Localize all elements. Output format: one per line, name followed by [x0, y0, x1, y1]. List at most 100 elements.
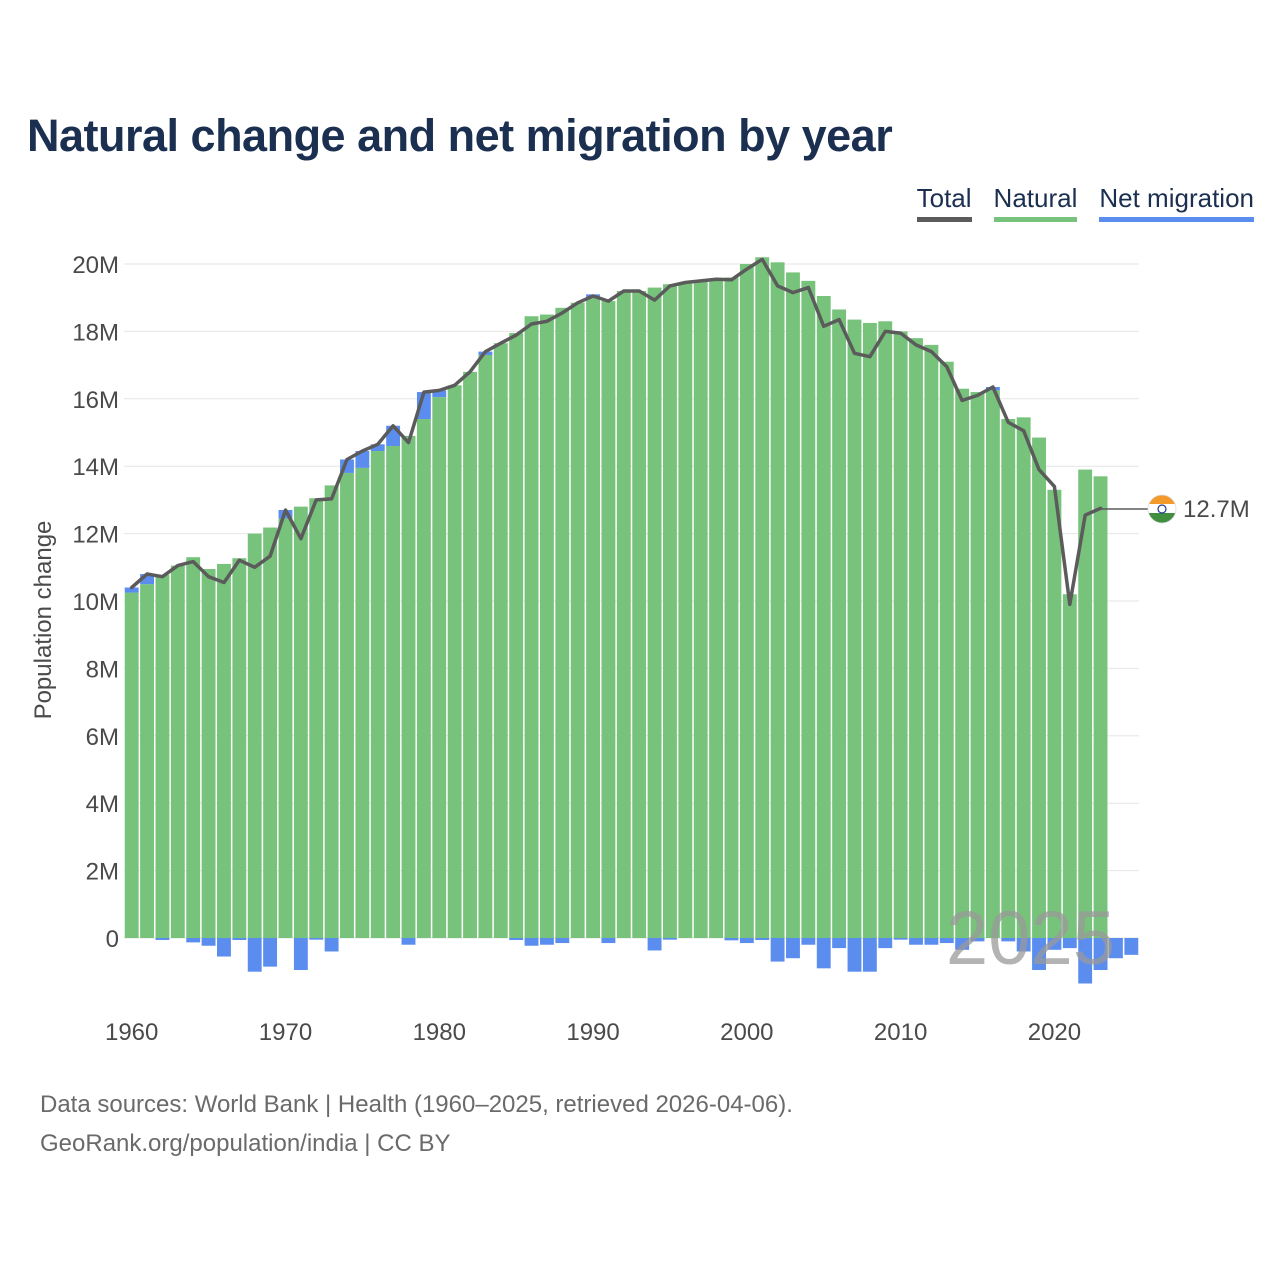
bar-migration-2012[interactable]: [924, 938, 939, 945]
bar-natural-2010[interactable]: [893, 331, 908, 938]
bar-migration-1960[interactable]: [124, 587, 139, 593]
bar-natural-1966[interactable]: [217, 563, 231, 938]
bar-natural-1960[interactable]: [124, 592, 139, 938]
bar-migration-1986[interactable]: [524, 938, 539, 946]
bar-natural-1977[interactable]: [386, 445, 401, 938]
bar-natural-2002[interactable]: [770, 262, 785, 938]
bar-migration-2011[interactable]: [909, 938, 923, 945]
bar-migration-1961[interactable]: [140, 574, 155, 585]
bar-natural-2007[interactable]: [847, 319, 862, 939]
bar-natural-1974[interactable]: [340, 472, 354, 938]
bar-migration-1962[interactable]: [155, 938, 170, 941]
bar-natural-1986[interactable]: [524, 316, 539, 938]
bar-migration-1987[interactable]: [539, 938, 554, 945]
bar-migration-1999[interactable]: [724, 938, 739, 941]
bar-natural-2004[interactable]: [801, 280, 816, 939]
bar-migration-1980[interactable]: [432, 390, 447, 398]
bar-migration-2022[interactable]: [1078, 938, 1093, 984]
bar-natural-2023[interactable]: [1093, 476, 1108, 938]
bar-migration-2015[interactable]: [970, 938, 985, 942]
bar-natural-1993[interactable]: [632, 290, 647, 939]
bar-natural-2000[interactable]: [739, 264, 754, 938]
bar-migration-1985[interactable]: [509, 938, 524, 941]
bar-natural-1996[interactable]: [678, 282, 693, 938]
bar-natural-1965[interactable]: [201, 568, 216, 938]
bar-migration-1966[interactable]: [217, 938, 231, 957]
bar-natural-1994[interactable]: [647, 287, 662, 939]
bar-migration-1972[interactable]: [309, 938, 324, 940]
bar-natural-1968[interactable]: [247, 533, 262, 938]
bar-natural-1998[interactable]: [709, 279, 724, 938]
bar-migration-1965[interactable]: [201, 938, 216, 946]
bar-migration-2007[interactable]: [847, 938, 862, 972]
bar-natural-2020[interactable]: [1047, 489, 1062, 938]
bar-natural-1991[interactable]: [601, 301, 616, 938]
bar-migration-1971[interactable]: [293, 938, 308, 971]
bar-natural-1971[interactable]: [293, 506, 308, 938]
bar-natural-2003[interactable]: [786, 272, 800, 938]
bar-migration-2004[interactable]: [801, 938, 816, 945]
bar-natural-2015[interactable]: [970, 392, 985, 938]
bar-migration-1976[interactable]: [370, 444, 385, 452]
bar-migration-1969[interactable]: [263, 938, 278, 967]
bar-migration-1968[interactable]: [247, 938, 262, 972]
bar-natural-2005[interactable]: [816, 296, 831, 938]
bar-natural-1975[interactable]: [355, 467, 370, 938]
bar-migration-2023[interactable]: [1093, 938, 1108, 971]
bar-migration-1991[interactable]: [601, 938, 616, 944]
bar-natural-2012[interactable]: [924, 344, 939, 938]
bar-natural-1995[interactable]: [663, 284, 677, 939]
bar-migration-2017[interactable]: [1001, 938, 1016, 942]
bar-natural-1990[interactable]: [586, 297, 600, 938]
bar-migration-1973[interactable]: [324, 938, 339, 952]
bar-migration-2008[interactable]: [862, 938, 877, 972]
bar-natural-1999[interactable]: [724, 277, 739, 939]
bar-natural-1985[interactable]: [509, 333, 524, 939]
bar-natural-1963[interactable]: [170, 565, 185, 938]
bar-natural-1989[interactable]: [570, 302, 585, 938]
legend-total[interactable]: Total: [916, 183, 972, 222]
bar-natural-2009[interactable]: [878, 321, 893, 938]
bar-migration-2013[interactable]: [939, 938, 954, 944]
bar-migration-2025[interactable]: [1124, 938, 1139, 955]
bar-natural-1967[interactable]: [232, 558, 247, 938]
bar-natural-1970[interactable]: [278, 518, 293, 938]
bar-natural-1981[interactable]: [447, 385, 462, 938]
bar-natural-2008[interactable]: [862, 322, 877, 939]
legend-net-migration[interactable]: Net migration: [1099, 183, 1254, 222]
legend-natural[interactable]: Natural: [993, 183, 1078, 222]
bar-migration-2006[interactable]: [832, 938, 847, 949]
bar-migration-2021[interactable]: [1062, 938, 1077, 949]
bar-migration-1978[interactable]: [401, 938, 416, 945]
bar-natural-1979[interactable]: [416, 419, 431, 938]
bar-migration-1995[interactable]: [663, 938, 677, 940]
bar-natural-2016[interactable]: [985, 390, 1000, 938]
bar-natural-2022[interactable]: [1078, 469, 1093, 938]
bar-natural-2021[interactable]: [1062, 594, 1077, 938]
bar-natural-1980[interactable]: [432, 397, 447, 938]
source-line-2[interactable]: GeoRank.org/population/india | CC BY: [40, 1130, 451, 1157]
bar-natural-2001[interactable]: [755, 257, 770, 938]
bar-natural-1962[interactable]: [155, 574, 170, 938]
bar-natural-2014[interactable]: [955, 388, 970, 938]
bar-migration-1967[interactable]: [232, 938, 247, 941]
bar-natural-1976[interactable]: [370, 451, 385, 938]
bar-natural-2013[interactable]: [939, 361, 954, 939]
bar-natural-1992[interactable]: [616, 290, 631, 939]
bar-natural-1984[interactable]: [493, 343, 508, 938]
bar-natural-1988[interactable]: [555, 307, 570, 938]
bar-migration-2002[interactable]: [770, 938, 785, 962]
bar-migration-2019[interactable]: [1032, 938, 1046, 971]
bar-natural-1982[interactable]: [463, 371, 477, 939]
bar-natural-2018[interactable]: [1016, 417, 1031, 939]
bar-natural-2006[interactable]: [832, 309, 847, 938]
bar-natural-1987[interactable]: [539, 314, 554, 938]
bar-migration-1964[interactable]: [186, 938, 201, 943]
bar-migration-2018[interactable]: [1016, 938, 1031, 952]
bar-natural-2011[interactable]: [909, 338, 923, 938]
bar-migration-2003[interactable]: [786, 938, 800, 959]
bar-migration-2009[interactable]: [878, 938, 893, 949]
bar-natural-1978[interactable]: [401, 435, 416, 938]
bar-natural-1969[interactable]: [263, 527, 278, 938]
bar-migration-2020[interactable]: [1047, 938, 1062, 950]
